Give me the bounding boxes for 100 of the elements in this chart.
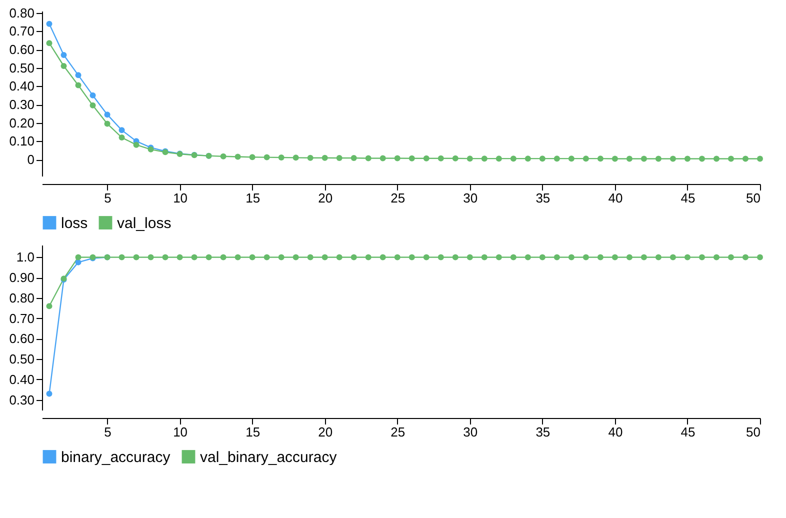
legend-label: val_loss: [117, 214, 172, 232]
x-tick-label: 20: [318, 424, 333, 440]
x-tick-label: 35: [536, 424, 550, 440]
x-tick-label: 10: [173, 190, 188, 206]
point: [322, 154, 328, 161]
point: [336, 254, 342, 260]
point: [655, 156, 662, 162]
point: [554, 156, 560, 162]
point: [75, 254, 82, 260]
x-tick-label: 40: [608, 190, 623, 206]
point: [757, 254, 763, 260]
y-tick-label: 0.70: [9, 24, 34, 39]
x-tick-label: 30: [463, 424, 478, 440]
y-tick-label: 0.50: [9, 352, 34, 367]
legend-label: binary_accuracy: [61, 448, 171, 466]
point: [75, 259, 82, 266]
point: [206, 254, 212, 260]
y-tick-label: 0.40: [9, 372, 34, 387]
point: [524, 254, 531, 260]
legend-label: loss: [61, 214, 88, 232]
x-tick-label: 5: [104, 190, 112, 206]
point: [307, 254, 314, 260]
x-tick-label: 50: [746, 424, 760, 440]
point: [452, 254, 458, 260]
point: [394, 155, 400, 162]
point: [220, 153, 226, 160]
x-tick-label: 45: [680, 424, 696, 440]
point: [278, 154, 284, 160]
x-tick-label: 20: [318, 190, 333, 206]
x-tick-label: 15: [246, 424, 260, 440]
point: [713, 156, 720, 162]
point: [423, 155, 430, 162]
y-tick-label: 0.60: [9, 331, 34, 346]
y-tick-label: 0.30: [9, 392, 34, 408]
point: [104, 120, 110, 127]
point: [496, 156, 502, 162]
point: [394, 254, 400, 260]
point: [640, 254, 647, 260]
point: [466, 156, 473, 162]
point: [118, 254, 125, 260]
x-tick-label: 10: [173, 424, 188, 440]
y-tick-label: 0.80: [9, 290, 34, 306]
point: [684, 254, 690, 260]
point: [176, 254, 183, 260]
point: [582, 254, 589, 260]
point: [336, 155, 342, 162]
point: [264, 154, 270, 160]
point: [234, 254, 241, 260]
point: [46, 303, 52, 310]
y-tick-label: 0.60: [9, 42, 34, 57]
point: [365, 254, 372, 260]
x-tick-label: 45: [680, 190, 696, 206]
point: [684, 156, 690, 162]
point: [510, 156, 516, 162]
point: [220, 254, 226, 260]
point: [728, 156, 734, 162]
y-tick-label: 0.90: [9, 270, 34, 286]
point: [466, 254, 473, 260]
point: [670, 156, 676, 162]
point: [191, 254, 198, 260]
point: [264, 254, 270, 260]
y-tick-label: 1.0: [16, 250, 34, 265]
point: [90, 92, 96, 98]
point: [640, 156, 647, 162]
x-tick-label: 30: [463, 190, 478, 206]
point: [249, 154, 256, 160]
point: [481, 156, 488, 162]
point: [46, 390, 52, 397]
y-tick-label: 0.50: [9, 60, 34, 76]
legend-label: val_binary_accuracy: [200, 448, 338, 466]
point: [60, 52, 67, 58]
y-tick-label: 0.20: [9, 115, 34, 130]
point: [46, 20, 52, 27]
point: [626, 156, 632, 162]
point: [612, 254, 618, 260]
point: [612, 156, 618, 162]
x-tick-label: 35: [536, 190, 550, 206]
point: [307, 154, 314, 161]
point: [292, 254, 299, 260]
point: [380, 155, 386, 162]
point: [322, 254, 328, 260]
point: [380, 254, 386, 260]
point: [742, 254, 748, 260]
point: [46, 40, 52, 46]
point: [481, 254, 488, 260]
point: [742, 156, 748, 162]
point: [60, 63, 67, 69]
point: [713, 254, 720, 260]
point: [568, 156, 574, 162]
point: [118, 127, 125, 134]
point: [118, 134, 125, 140]
point: [597, 156, 604, 162]
point: [554, 254, 560, 260]
x-tick-label: 25: [390, 190, 406, 206]
point: [452, 155, 458, 162]
x-tick-label: 25: [390, 424, 406, 440]
x-tick-label: 15: [246, 190, 260, 206]
y-tick-label: 0.40: [9, 78, 34, 94]
point: [655, 254, 662, 260]
y-tick-label: 0.10: [9, 134, 34, 149]
